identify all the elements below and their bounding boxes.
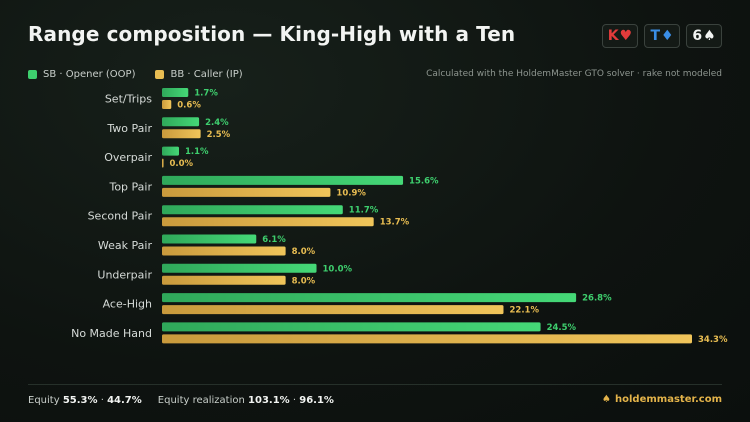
diamond-icon: ♦ — [661, 28, 674, 44]
spade-icon: ♠ — [602, 394, 612, 405]
realization-stat: Equity realization 103.1% · 96.1% — [158, 395, 334, 406]
bar-bb — [162, 246, 286, 256]
bar-bb — [162, 158, 164, 168]
category-label: Overpair — [104, 151, 152, 164]
legend-swatch-sb — [28, 70, 37, 79]
value-label-bb: 2.5% — [207, 130, 231, 140]
value-label-bb: 13.7% — [380, 218, 410, 228]
equity-label: Equity — [28, 395, 60, 406]
board-card-1: K ♥ — [602, 24, 638, 48]
bar-sb — [162, 322, 541, 332]
equity-separator: · — [100, 395, 104, 406]
legend-swatch-bb — [155, 70, 165, 79]
value-label-sb: 11.7% — [349, 206, 379, 216]
solver-note: Calculated with the HoldemMaster GTO sol… — [426, 69, 722, 79]
realization-separator: · — [292, 395, 297, 406]
value-label-sb: 24.5% — [547, 323, 577, 333]
bar-bb — [162, 275, 286, 285]
bar-sb — [162, 293, 577, 303]
board-card-2: T ♦ — [644, 24, 680, 48]
value-label-sb: 1.7% — [194, 89, 218, 99]
value-label-bb: 10.9% — [336, 188, 366, 198]
board-card-3: 6 ♠ — [686, 24, 722, 48]
legend-item-sb: SB · Opener (OOP) — [28, 69, 135, 80]
value-label-bb: 8.0% — [292, 276, 316, 286]
category-label: Weak Pair — [98, 239, 153, 252]
category-label: Set/Trips — [105, 93, 152, 106]
realization-bb: 96.1% — [299, 395, 334, 406]
bar-bb — [162, 334, 692, 344]
category-label: Underpair — [97, 268, 152, 281]
bar-bb — [162, 217, 374, 227]
value-label-sb: 10.0% — [323, 264, 353, 274]
category-label: Two Pair — [106, 122, 152, 135]
category-label: Ace-High — [103, 298, 152, 311]
bar-sb — [162, 234, 257, 244]
value-label-sb: 6.1% — [262, 235, 286, 245]
value-label-sb: 15.6% — [409, 176, 439, 186]
equity-sb: 55.3% — [62, 395, 98, 406]
value-label-bb: 0.0% — [170, 159, 194, 169]
footer-stats: Equity 55.3% · 44.7% Equity realization … — [28, 395, 334, 406]
bar-bb — [162, 129, 201, 139]
page-title: Range composition — King-High with a Ten — [28, 22, 516, 46]
category-label: Top Pair — [108, 180, 152, 193]
value-label-sb: 2.4% — [205, 118, 229, 128]
card-rank: T — [650, 28, 660, 44]
spade-icon: ♠ — [703, 28, 716, 44]
value-label-sb: 26.8% — [582, 294, 612, 304]
legend-label-sb: SB · Opener (OOP) — [43, 69, 136, 80]
brand-link[interactable]: ♠ holdemmaster.com — [602, 394, 722, 405]
category-label: Second Pair — [88, 210, 153, 223]
bar-sb — [162, 263, 317, 273]
value-label-sb: 1.1% — [185, 147, 209, 157]
value-label-bb: 8.0% — [292, 247, 316, 257]
bar-sb — [162, 146, 179, 156]
realization-sb: 103.1% — [248, 395, 290, 406]
bar-bb — [162, 100, 172, 109]
card-rank: K — [607, 28, 619, 44]
chart-legend: SB · Opener (OOP) BB · Caller (IP) — [28, 69, 243, 80]
bar-bb — [162, 187, 331, 197]
category-label: No Made Hand — [71, 327, 152, 340]
value-label-bb: 22.1% — [509, 306, 539, 316]
bar-sb — [162, 175, 404, 185]
bar-sb — [162, 205, 343, 215]
footer-divider — [28, 384, 722, 385]
equity-stat: Equity 55.3% · 44.7% — [28, 395, 142, 406]
bar-sb — [162, 117, 200, 127]
board-cards: K ♥ T ♦ 6 ♠ — [602, 24, 722, 48]
heart-icon: ♥ — [619, 28, 633, 44]
value-label-bb: 34.3% — [698, 335, 728, 345]
legend-item-bb: BB · Caller (IP) — [155, 69, 243, 80]
legend-label-bb: BB · Caller (IP) — [170, 69, 243, 80]
bar-sb — [162, 88, 189, 97]
equity-bb: 44.7% — [107, 395, 142, 406]
realization-label: Equity realization — [157, 395, 245, 406]
value-label-bb: 0.6% — [177, 101, 201, 111]
brand-label: holdemmaster.com — [615, 394, 722, 405]
bar-bb — [162, 305, 504, 315]
card-rank: 6 — [692, 28, 703, 44]
